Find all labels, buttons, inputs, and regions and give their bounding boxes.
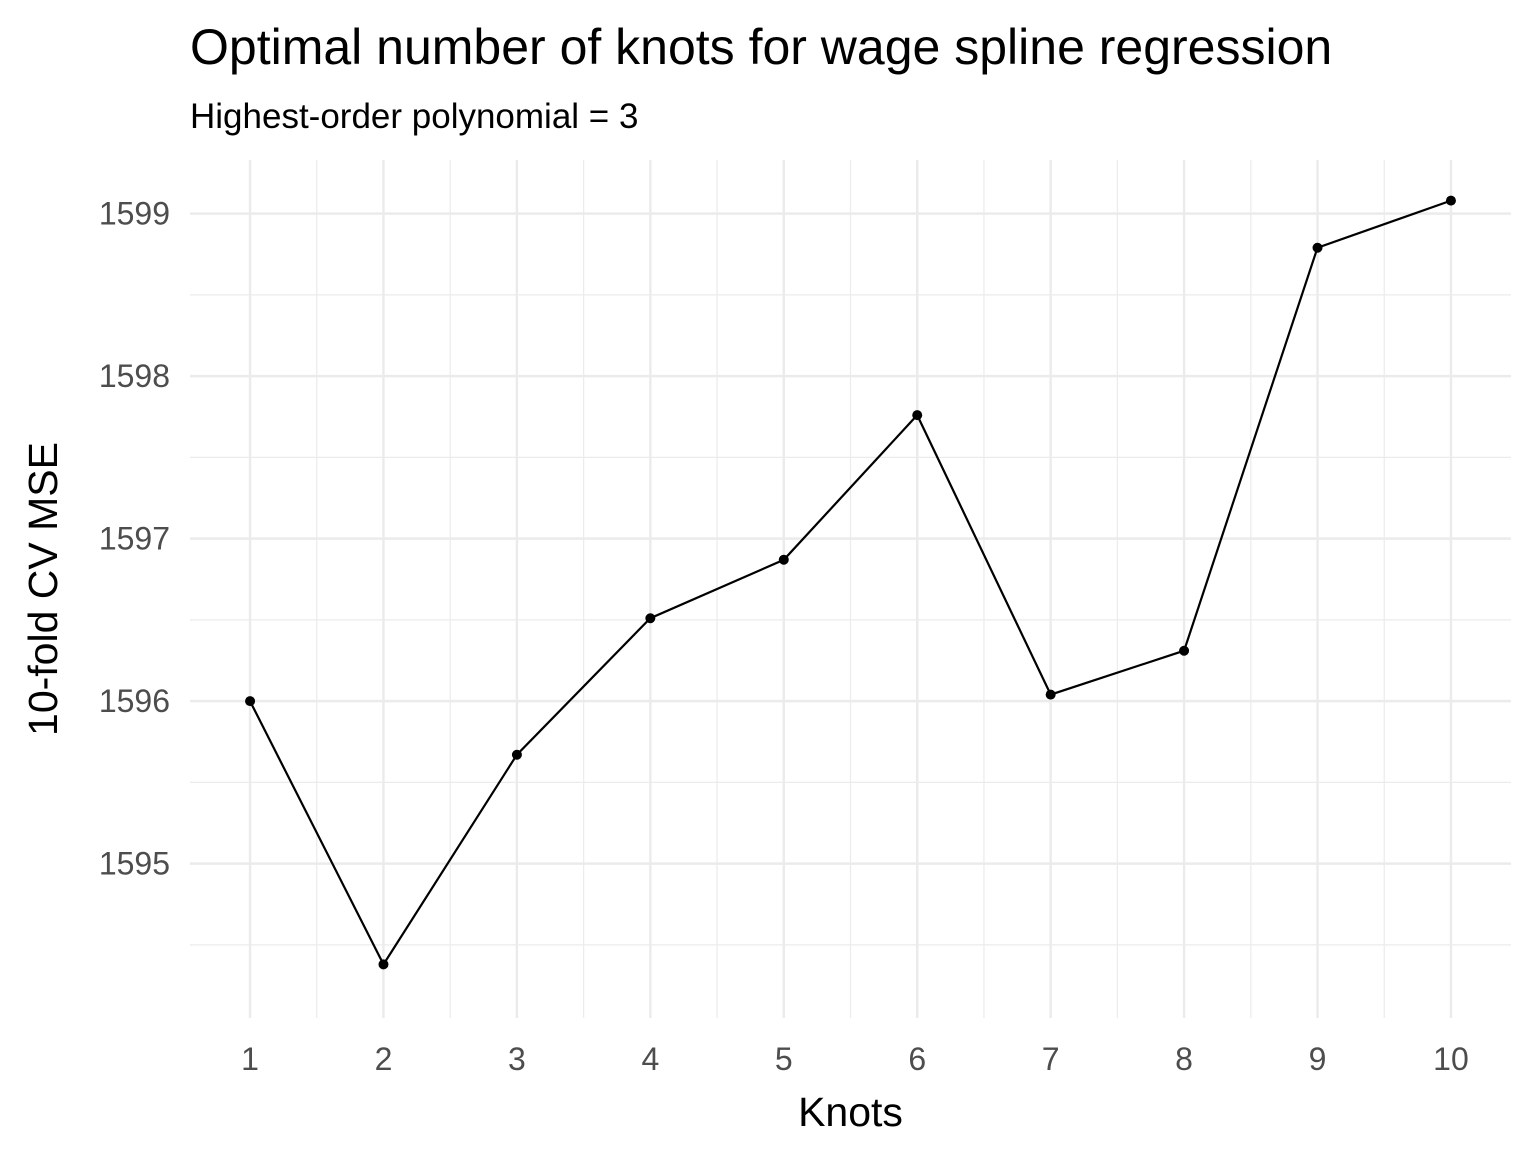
y-axis-tick-labels: 1595 1596 1597 1598 1599 [99,196,170,882]
data-point [1045,689,1056,700]
data-point [511,749,522,760]
data-point [245,696,256,707]
chart-title: Optimal number of knots for wage spline … [190,19,1333,75]
y-tick-label: 1597 [99,521,170,557]
x-tick-label: 6 [908,1041,926,1077]
data-point [1179,645,1190,656]
x-tick-label: 8 [1175,1041,1193,1077]
x-tick-label: 2 [375,1041,393,1077]
x-tick-label: 3 [508,1041,526,1077]
y-tick-label: 1599 [99,196,170,232]
data-point [1312,242,1323,253]
major-gridlines [190,160,1511,1018]
x-tick-label: 10 [1433,1041,1469,1077]
chart-subtitle: Highest-order polynomial = 3 [190,97,639,136]
x-tick-label: 7 [1042,1041,1060,1077]
x-tick-label: 1 [241,1041,259,1077]
data-point [1445,195,1456,206]
y-tick-label: 1598 [99,358,170,394]
x-tick-label: 5 [775,1041,793,1077]
data-point [912,410,923,421]
x-tick-label: 4 [641,1041,659,1077]
x-axis-title: Knots [798,1089,903,1135]
y-tick-label: 1595 [99,846,170,882]
series-cv-mse [245,195,1456,970]
x-axis-tick-labels: 1 2 3 4 5 6 7 8 9 10 [241,1041,1469,1077]
y-axis-title: 10-fold CV MSE [20,442,66,736]
y-tick-label: 1596 [99,683,170,719]
data-point [778,554,789,565]
minor-gridlines [190,160,1511,1018]
data-point [378,959,389,970]
series-line [249,199,1452,967]
x-tick-label: 9 [1309,1041,1327,1077]
data-point [645,613,656,624]
